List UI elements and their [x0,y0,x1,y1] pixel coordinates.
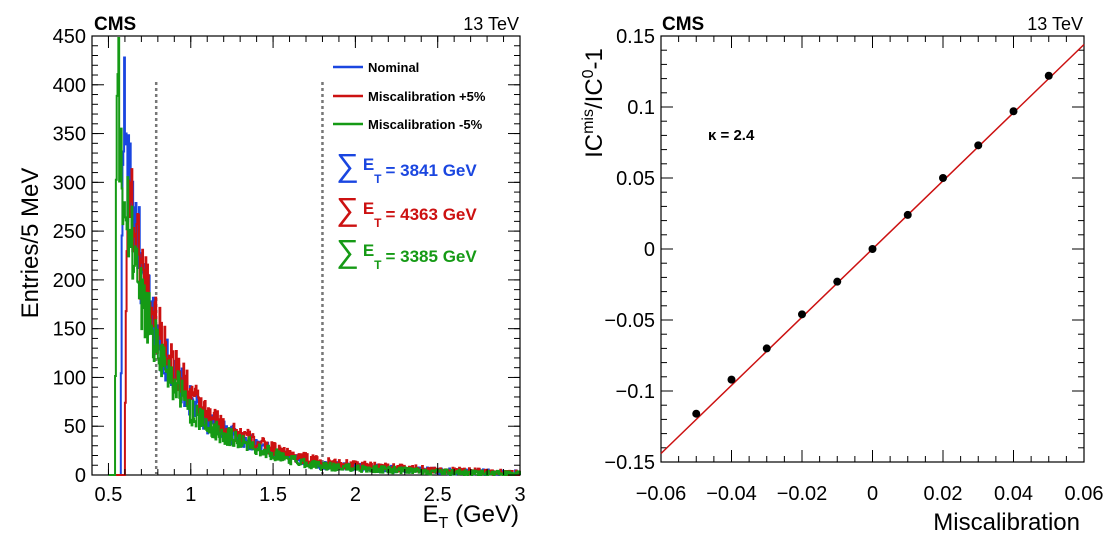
legend-label-plus5: Miscalibration +5% [368,89,486,104]
data-point [833,277,842,286]
right-y-tick-label: 0.15 [616,26,655,48]
left-y-tick-label: 300 [53,172,86,194]
right-scatter-panel: −0.06 −0.04 −0.02 0 0.02 0.04 0.06 −0.15 −0.1 −0.… [580,14,1103,536]
left-axis-ticks: 0.5 1 1.5 2 2.5 3 0 50 100 150 200 250 300 350 400 450 [53,26,526,506]
left-x-axis-label: ET (GeV) [423,501,519,532]
left-y-tick-label: 450 [53,26,86,48]
right-y-tick-label: −0.05 [604,310,655,332]
right-y-axis-label: ICmis/IC0-1 [580,48,608,158]
left-y-axis-label: Entries/5 MeV [17,168,44,319]
left-x-tick-label: 2.5 [424,484,452,506]
left-y-tick-label: 100 [53,367,86,389]
data-point [1009,107,1018,116]
right-y-tick-label: 0.05 [616,168,655,190]
right-axis-ticks: −0.06 −0.04 −0.02 0 0.02 0.04 0.06 −0.15 −0.1 −0.… [604,26,1103,505]
data-point [1044,71,1053,80]
left-x-tick-label: 2 [350,484,361,506]
left-y-tick-label: 400 [53,75,86,97]
left-y-tick-label: 50 [64,416,86,438]
left-series-group [108,36,521,476]
data-point [868,245,877,253]
left-x-tick-label: 0.5 [95,484,123,506]
right-x-tick-label: 0 [867,483,878,505]
left-y-tick-label: 250 [53,221,86,243]
sum-et-minus5: ∑ ET = 3385 GeV [336,233,477,272]
legend-label-nominal: Nominal [368,60,419,75]
right-x-tick-label: 0.02 [924,483,963,505]
right-annotation-kappa: κ = 2.4 [708,127,755,144]
right-points-group [692,71,1053,418]
left-x-tick-label: 3 [514,484,525,506]
left-energy-label: 13 TeV [463,14,519,34]
sum-et-nominal: ∑ ET = 3841 GeV [336,147,477,186]
left-cms-label: CMS [94,14,136,35]
left-x-tick-label: 1 [185,484,196,506]
right-x-axis-label: Miscalibration [933,509,1080,536]
legend-label-minus5: Miscalibration -5% [368,117,483,132]
left-histogram-panel: 0.5 1 1.5 2 2.5 3050100150200250300350400450 … [17,14,526,532]
data-point [692,409,701,418]
histogram-series-2 [108,36,521,476]
right-x-tick-label: −0.06 [636,483,687,505]
data-point [939,174,947,182]
sum-et-plus5: ∑ ET = 4363 GeV [336,191,477,230]
left-y-tick-label: 200 [53,270,86,292]
data-point [762,344,771,353]
left-x-tick-label: 1.5 [259,484,287,506]
left-y-tick-label: 150 [53,319,86,341]
right-y-tick-label: 0.1 [627,97,655,119]
right-x-tick-label: 0.06 [1065,483,1104,505]
left-dashed-lines [154,82,324,475]
left-y-tick-label: 350 [53,124,86,146]
right-energy-label: 13 TeV [1027,14,1083,34]
data-point [903,210,912,219]
right-y-tick-label: −0.15 [604,452,655,474]
right-x-tick-label: −0.04 [706,483,757,505]
sum-et-annotations: ∑ ET = 3841 GeV ∑ ET = 4363 GeV ∑ ET = 3385 Ge… [336,147,477,272]
right-cms-label: CMS [662,14,704,35]
left-legend: Nominal Miscalibration +5% Miscalibratio… [333,60,486,132]
right-y-tick-label: 0 [644,239,655,261]
right-x-tick-label: 0.04 [994,483,1033,505]
left-y-tick-label: 0 [75,465,86,487]
right-x-tick-label: −0.02 [777,483,828,505]
data-point [727,375,736,384]
right-y-tick-label: −0.1 [616,381,655,403]
data-point [798,310,806,319]
data-point [974,141,983,150]
